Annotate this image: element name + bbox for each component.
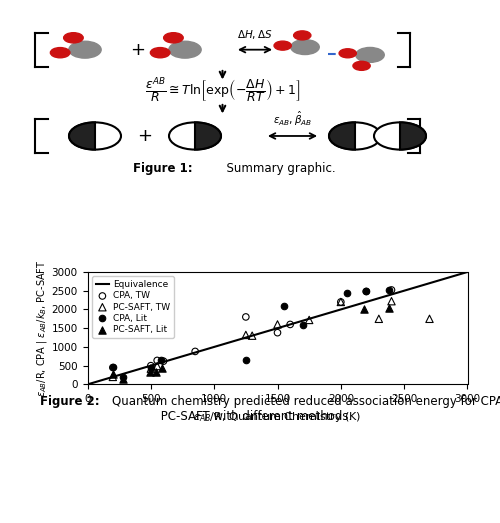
Circle shape <box>294 31 311 40</box>
Text: $\varepsilon_{AB}, \hat{\beta}_{AB}$: $\varepsilon_{AB}, \hat{\beta}_{AB}$ <box>273 109 312 128</box>
PC-SAFT, TW <box>147 365 155 373</box>
CPA, TW <box>362 287 370 295</box>
CPA, Lit <box>280 302 288 311</box>
Circle shape <box>69 122 121 150</box>
CPA, TW <box>147 361 155 370</box>
Wedge shape <box>400 122 426 150</box>
PC-SAFT, Lit <box>158 364 166 372</box>
Circle shape <box>169 41 201 58</box>
PC-SAFT, Lit <box>119 375 127 383</box>
CPA, TW <box>153 356 161 365</box>
PC-SAFT, Lit <box>146 368 154 376</box>
Circle shape <box>164 33 183 43</box>
CPA, TW <box>160 357 168 366</box>
CPA, Lit <box>242 356 250 365</box>
CPA, TW <box>337 298 345 306</box>
CPA, Lit <box>385 286 393 294</box>
PC-SAFT, TW <box>375 315 383 323</box>
CPA, Lit <box>147 363 155 372</box>
PC-SAFT, Lit <box>385 303 393 312</box>
CPA, TW <box>242 313 250 321</box>
CPA, Lit <box>109 363 117 371</box>
Circle shape <box>374 122 426 150</box>
PC-SAFT, TW <box>248 332 256 340</box>
Text: Summary graphic.: Summary graphic. <box>219 162 336 175</box>
Wedge shape <box>69 122 95 150</box>
CPA, TW <box>388 286 396 294</box>
Text: $\Delta H, \Delta S$: $\Delta H, \Delta S$ <box>237 28 273 41</box>
Text: Figure 2:: Figure 2: <box>40 395 100 408</box>
PC-SAFT, TW <box>153 362 161 370</box>
Legend: Equivalence, CPA, TW, PC-SAFT, TW, CPA, Lit, PC-SAFT, Lit: Equivalence, CPA, TW, PC-SAFT, TW, CPA, … <box>92 277 174 338</box>
CPA, TW <box>191 347 199 356</box>
Circle shape <box>274 41 291 50</box>
Y-axis label: $\varepsilon_{AB}$/R, CPA | $\varepsilon_{AB}$/$k_B$, PC-SAFT: $\varepsilon_{AB}$/R, CPA | $\varepsilon… <box>34 259 49 397</box>
PC-SAFT, TW <box>388 297 396 305</box>
Circle shape <box>64 33 83 43</box>
CPA, TW <box>109 363 117 372</box>
CPA, Lit <box>343 289 351 298</box>
Circle shape <box>329 122 381 150</box>
CPA, Lit <box>362 287 370 295</box>
PC-SAFT, TW <box>109 373 117 381</box>
Wedge shape <box>195 122 221 150</box>
PC-SAFT, TW <box>242 331 250 339</box>
CPA, Lit <box>119 373 127 381</box>
PC-SAFT, Lit <box>152 368 160 376</box>
Circle shape <box>69 41 101 58</box>
CPA, Lit <box>157 356 165 365</box>
CPA, TW <box>286 320 294 328</box>
PC-SAFT, TW <box>426 315 434 323</box>
Circle shape <box>353 61 370 70</box>
PC-SAFT, Lit <box>109 369 117 378</box>
Circle shape <box>339 49 356 58</box>
Text: Quantum chemistry predicted reduced association energy for CPA and
             : Quantum chemistry predicted reduced asso… <box>112 395 500 423</box>
PC-SAFT, TW <box>305 316 313 324</box>
CPA, TW <box>274 328 281 337</box>
Text: Figure 1:: Figure 1: <box>132 162 192 175</box>
Circle shape <box>150 48 170 58</box>
Wedge shape <box>329 122 355 150</box>
CPA, Lit <box>299 321 307 329</box>
X-axis label: $\varepsilon_{AB}$/R, Quantum Chemistry (K): $\varepsilon_{AB}$/R, Quantum Chemistry … <box>194 410 362 424</box>
Circle shape <box>50 48 70 58</box>
Text: $\dfrac{\varepsilon^{AB}}{R} \cong T\ln\!\left[\exp\!\left(-\dfrac{\Delta H}{RT}: $\dfrac{\varepsilon^{AB}}{R} \cong T\ln\… <box>145 75 300 105</box>
Circle shape <box>291 40 320 54</box>
PC-SAFT, TW <box>274 320 281 328</box>
Text: +: + <box>138 127 152 145</box>
PC-SAFT, Lit <box>360 305 368 314</box>
Text: +: + <box>130 41 145 59</box>
Circle shape <box>169 122 221 150</box>
Circle shape <box>356 48 384 62</box>
PC-SAFT, TW <box>337 298 345 306</box>
